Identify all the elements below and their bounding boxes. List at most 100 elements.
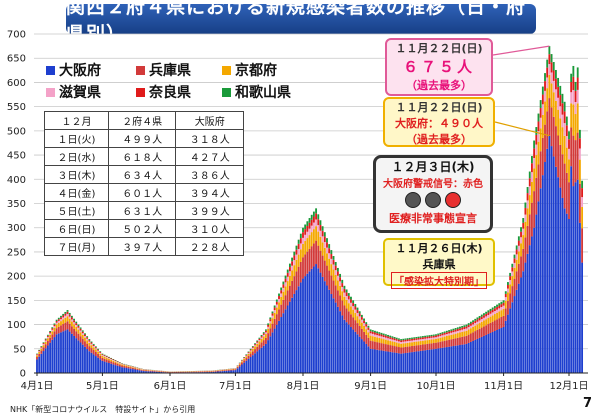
bar-segment-hyogo xyxy=(251,351,254,356)
table-cell-date: ７日(月) xyxy=(44,237,109,256)
bar-segment-nara xyxy=(81,331,84,334)
bar-segment-nara xyxy=(347,295,350,300)
bar-segment-hyogo xyxy=(77,333,80,341)
bar-segment-kyoto xyxy=(408,342,411,347)
bar-segment-osaka xyxy=(367,346,370,373)
bar-segment-wakayama xyxy=(483,313,485,316)
bar-segment-nara xyxy=(389,337,392,339)
bar-segment-nara xyxy=(424,337,427,339)
bar-segment-wakayama xyxy=(53,323,56,325)
bar-segment-shiga xyxy=(380,336,383,339)
bar-segment-osaka xyxy=(217,371,219,373)
table-cell-date: ４日(金) xyxy=(44,183,109,202)
bar-segment-shiga xyxy=(40,347,43,349)
bar-segment-hyogo xyxy=(118,364,121,367)
bar-segment-wakayama xyxy=(38,349,41,351)
bar-segment-kyoto xyxy=(491,315,494,322)
bar-segment-wakayama xyxy=(247,351,250,353)
bar-segment-shiga xyxy=(88,341,91,343)
bar-segment-wakayama xyxy=(437,333,440,335)
bar-segment-osaka xyxy=(546,148,549,373)
bar-segment-osaka xyxy=(380,350,383,373)
bar-segment-hyogo xyxy=(367,337,370,347)
bar-segment-hyogo xyxy=(147,370,150,372)
bar-segment-wakayama xyxy=(249,348,252,350)
bar-segment-nara xyxy=(574,90,577,102)
bar-segment-wakayama xyxy=(57,317,60,320)
bar-segment-kyoto xyxy=(568,159,570,183)
bar-segment-nara xyxy=(507,284,509,289)
bar-segment-osaka xyxy=(145,371,147,373)
bar-segment-hyogo xyxy=(49,337,52,343)
bar-segment-nara xyxy=(487,312,490,316)
bar-segment-shiga xyxy=(441,335,444,338)
bar-segment-kyoto xyxy=(94,349,97,352)
bar-segment-shiga xyxy=(267,326,270,329)
bar-segment-nara xyxy=(326,242,328,248)
bar-segment-wakayama xyxy=(509,272,512,277)
bar-segment-osaka xyxy=(247,358,250,373)
bar-segment-kyoto xyxy=(312,229,315,244)
bar-segment-kyoto xyxy=(286,281,289,291)
bar-segment-shiga xyxy=(546,77,549,89)
bar-segment-osaka xyxy=(485,334,488,373)
bar-segment-kyoto xyxy=(64,317,67,323)
bar-segment-wakayama xyxy=(559,85,562,96)
bar-segment-shiga xyxy=(570,92,573,104)
bar-segment-osaka xyxy=(478,337,481,373)
bar-segment-nara xyxy=(428,336,431,339)
bar-segment-nara xyxy=(110,358,113,360)
bar-segment-osaka xyxy=(363,341,365,373)
table-cell-osaka: ４２７人 xyxy=(175,147,244,166)
bar-segment-wakayama xyxy=(491,307,494,310)
bar-segment-osaka xyxy=(371,349,374,373)
bar-segment-osaka xyxy=(219,371,222,373)
bar-segment-osaka xyxy=(533,227,536,373)
bar-segment-wakayama xyxy=(332,256,335,260)
bar-segment-kyoto xyxy=(36,355,38,357)
bar-segment-shiga xyxy=(413,340,416,342)
bar-segment-shiga xyxy=(64,315,67,318)
bar-segment-nara xyxy=(308,222,311,229)
bar-segment-shiga xyxy=(280,293,283,297)
bar-segment-wakayama xyxy=(376,331,379,334)
bar-segment-wakayama xyxy=(101,353,104,355)
bar-segment-kyoto xyxy=(391,341,394,346)
bar-segment-osaka xyxy=(347,324,350,373)
legend-swatch-osaka xyxy=(46,65,55,75)
bar-segment-hyogo xyxy=(275,314,278,325)
bar-segment-wakayama xyxy=(347,293,350,296)
bar-segment-shiga xyxy=(369,333,372,336)
bar-segment-shiga xyxy=(317,225,320,232)
bar-segment-kyoto xyxy=(544,101,546,125)
bar-segment-nara xyxy=(295,249,298,255)
bar-segment-wakayama xyxy=(435,334,437,336)
bar-segment-nara xyxy=(99,351,102,353)
bar-segment-hyogo xyxy=(70,326,73,334)
bar-segment-shiga xyxy=(326,247,328,254)
bar-segment-shiga xyxy=(116,362,119,363)
bar-segment-shiga xyxy=(334,270,337,275)
bar-segment-wakayama xyxy=(391,336,394,338)
bar-segment-wakayama xyxy=(40,346,43,347)
bar-segment-hyogo xyxy=(334,285,337,303)
bar-segment-nara xyxy=(293,255,296,261)
bar-segment-hyogo xyxy=(297,266,300,287)
bar-segment-wakayama xyxy=(469,321,472,324)
bar-segment-wakayama xyxy=(245,354,248,355)
bar-segment-hyogo xyxy=(282,299,285,314)
bar-segment-osaka xyxy=(77,340,80,373)
table-cell-total: ６１８人 xyxy=(107,147,177,166)
bar-segment-hyogo xyxy=(53,331,56,338)
bar-segment-osaka xyxy=(489,332,492,373)
bar-segment-osaka xyxy=(38,356,41,373)
bar-segment-osaka xyxy=(142,371,145,373)
bar-segment-kyoto xyxy=(297,254,300,267)
bar-segment-nara xyxy=(284,278,287,283)
bar-segment-kyoto xyxy=(40,348,43,351)
bar-segment-osaka xyxy=(572,186,575,373)
bar-segment-nara xyxy=(350,299,352,303)
bar-segment-nara xyxy=(75,323,78,325)
bar-segment-wakayama xyxy=(520,227,522,232)
bar-segment-hyogo xyxy=(40,350,43,354)
